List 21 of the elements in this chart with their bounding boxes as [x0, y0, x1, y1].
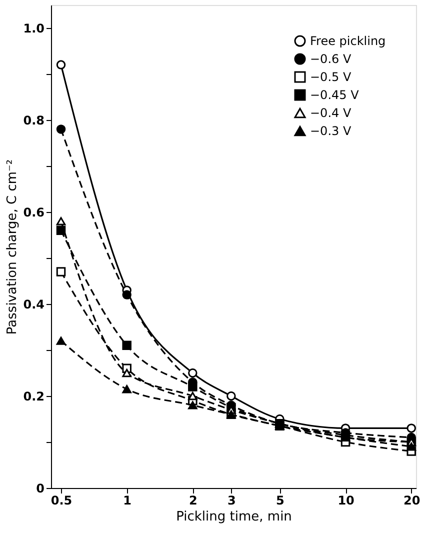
legend-label: −0.3 V [310, 124, 352, 138]
x-tick-label: 1 [123, 494, 132, 508]
x-tick-label: 2 [188, 494, 198, 508]
y-axis-title: Passivation charge, C cm⁻² [5, 159, 20, 335]
y-tick-label: 0.2 [23, 390, 44, 404]
x-tick-label: 5 [276, 494, 284, 508]
x-axis-title: Pickling time, min [176, 510, 292, 524]
legend-label: −0.4 V [310, 106, 352, 120]
x-tick-label: 10 [338, 494, 354, 508]
legend-label: −0.45 V [310, 88, 360, 102]
y-tick-label: 1.0 [23, 22, 44, 36]
x-tick-label: 20 [404, 494, 420, 508]
y-tick-label: 0.4 [23, 298, 44, 312]
x-tick-label: 0.5 [50, 494, 72, 508]
x-tick-label: 3 [228, 494, 236, 508]
y-tick-label: 0 [36, 482, 44, 496]
y-tick-label: 0.6 [23, 206, 44, 220]
legend-label: −0.6 V [310, 52, 352, 66]
legend-label: −0.5 V [310, 70, 352, 84]
y-tick-label: 0.8 [23, 114, 44, 128]
legend-label: Free pickling [310, 34, 386, 48]
